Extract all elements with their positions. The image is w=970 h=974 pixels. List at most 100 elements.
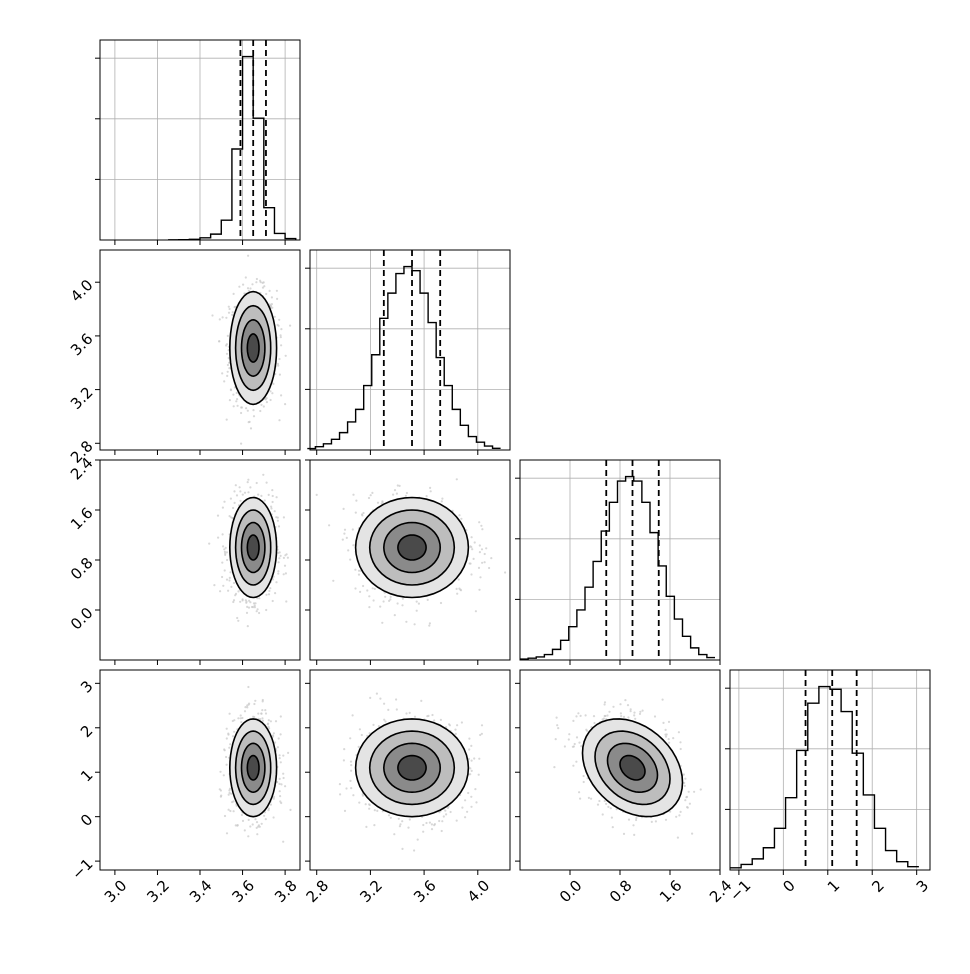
scatter-point [346, 537, 348, 539]
scatter-point [258, 612, 260, 614]
scatter-point [449, 724, 451, 726]
scatter-point [358, 802, 360, 804]
scatter-point [390, 596, 392, 598]
scatter-point [247, 255, 249, 257]
scatter-point [454, 729, 456, 731]
scatter-point [271, 489, 273, 491]
scatter-point [456, 588, 458, 590]
scatter-point [232, 394, 234, 396]
scatter-point [464, 799, 466, 801]
scatter-point [470, 573, 472, 575]
scatter-point [399, 485, 401, 487]
scatter-point [414, 716, 416, 718]
scatter-point [481, 724, 483, 726]
scatter-point [467, 792, 469, 794]
scatter-point [280, 328, 282, 330]
scatter-point [564, 745, 566, 747]
scatter-point [624, 699, 626, 701]
scatter-point [440, 719, 442, 721]
scatter-point [241, 814, 243, 816]
scatter-point [227, 364, 229, 366]
scatter-point [289, 325, 291, 327]
scatter-point [373, 599, 375, 601]
scatter-point [239, 500, 241, 502]
scatter-point [339, 793, 341, 795]
scatter-point [249, 486, 251, 488]
scatter-point [376, 810, 378, 812]
scatter-point [469, 767, 471, 769]
scatter-point [260, 281, 262, 283]
scatter-point [275, 581, 277, 583]
scatter-point [236, 494, 238, 496]
scatter-point [431, 823, 433, 825]
scatter-point [247, 481, 249, 483]
scatter-point [700, 788, 702, 790]
scatter-point [358, 574, 360, 576]
scatter-point [226, 832, 228, 834]
scatter-point [395, 698, 397, 700]
scatter-point [268, 590, 270, 592]
scatter-point [282, 841, 284, 843]
scatter-point [228, 794, 230, 796]
scatter-point [279, 778, 281, 780]
scatter-point [405, 621, 407, 623]
scatter-point [226, 559, 228, 561]
scatter-point [278, 419, 280, 421]
scatter-point [426, 495, 428, 497]
scatter-point [226, 353, 228, 355]
scatter-point [405, 495, 407, 497]
scatter-point [275, 516, 277, 518]
scatter-point [249, 287, 251, 289]
scatter-point [456, 820, 458, 822]
scatter-point [235, 593, 237, 595]
scatter-point [226, 419, 228, 421]
scatter-point [398, 818, 400, 820]
scatter-point [651, 821, 653, 823]
scatter-point [227, 371, 229, 373]
scatter-point [218, 340, 220, 342]
scatter-point [229, 571, 231, 573]
scatter-point [278, 325, 280, 327]
scatter-point [242, 820, 244, 822]
scatter-point [368, 803, 370, 805]
scatter-point [232, 735, 234, 737]
scatter-point [401, 848, 403, 850]
scatter-point [234, 502, 236, 504]
scatter-point [226, 737, 228, 739]
scatter-point [388, 814, 390, 816]
marginal-panel-0 [95, 40, 300, 240]
scatter-point [396, 493, 398, 495]
scatter-point [222, 585, 224, 587]
scatter-point [383, 719, 385, 721]
scatter-point [253, 703, 255, 705]
scatter-point [620, 715, 622, 717]
scatter-point [429, 487, 431, 489]
scatter-point [481, 548, 483, 550]
scatter-point [441, 830, 443, 832]
scatter-point [384, 720, 386, 722]
scatter-point [355, 500, 357, 502]
scatter-point [217, 515, 219, 517]
scatter-point [396, 708, 398, 710]
scatter-point [279, 374, 281, 376]
scatter-point [277, 552, 279, 554]
scatter-point [349, 780, 351, 782]
scatter-point [368, 808, 370, 810]
scatter-point [372, 724, 374, 726]
scatter-point [250, 427, 252, 429]
scatter-point [431, 828, 433, 830]
scatter-point [352, 544, 354, 546]
scatter-point [387, 709, 389, 711]
scatter-point [270, 720, 272, 722]
scatter-point [479, 551, 481, 553]
scatter-point [568, 738, 570, 740]
scatter-point [263, 815, 265, 817]
scatter-point [359, 728, 361, 730]
scatter-point [233, 731, 235, 733]
scatter-point [232, 720, 234, 722]
scatter-point [231, 517, 233, 519]
scatter-point [405, 712, 407, 714]
scatter-point [256, 821, 258, 823]
scatter-point [271, 303, 273, 305]
